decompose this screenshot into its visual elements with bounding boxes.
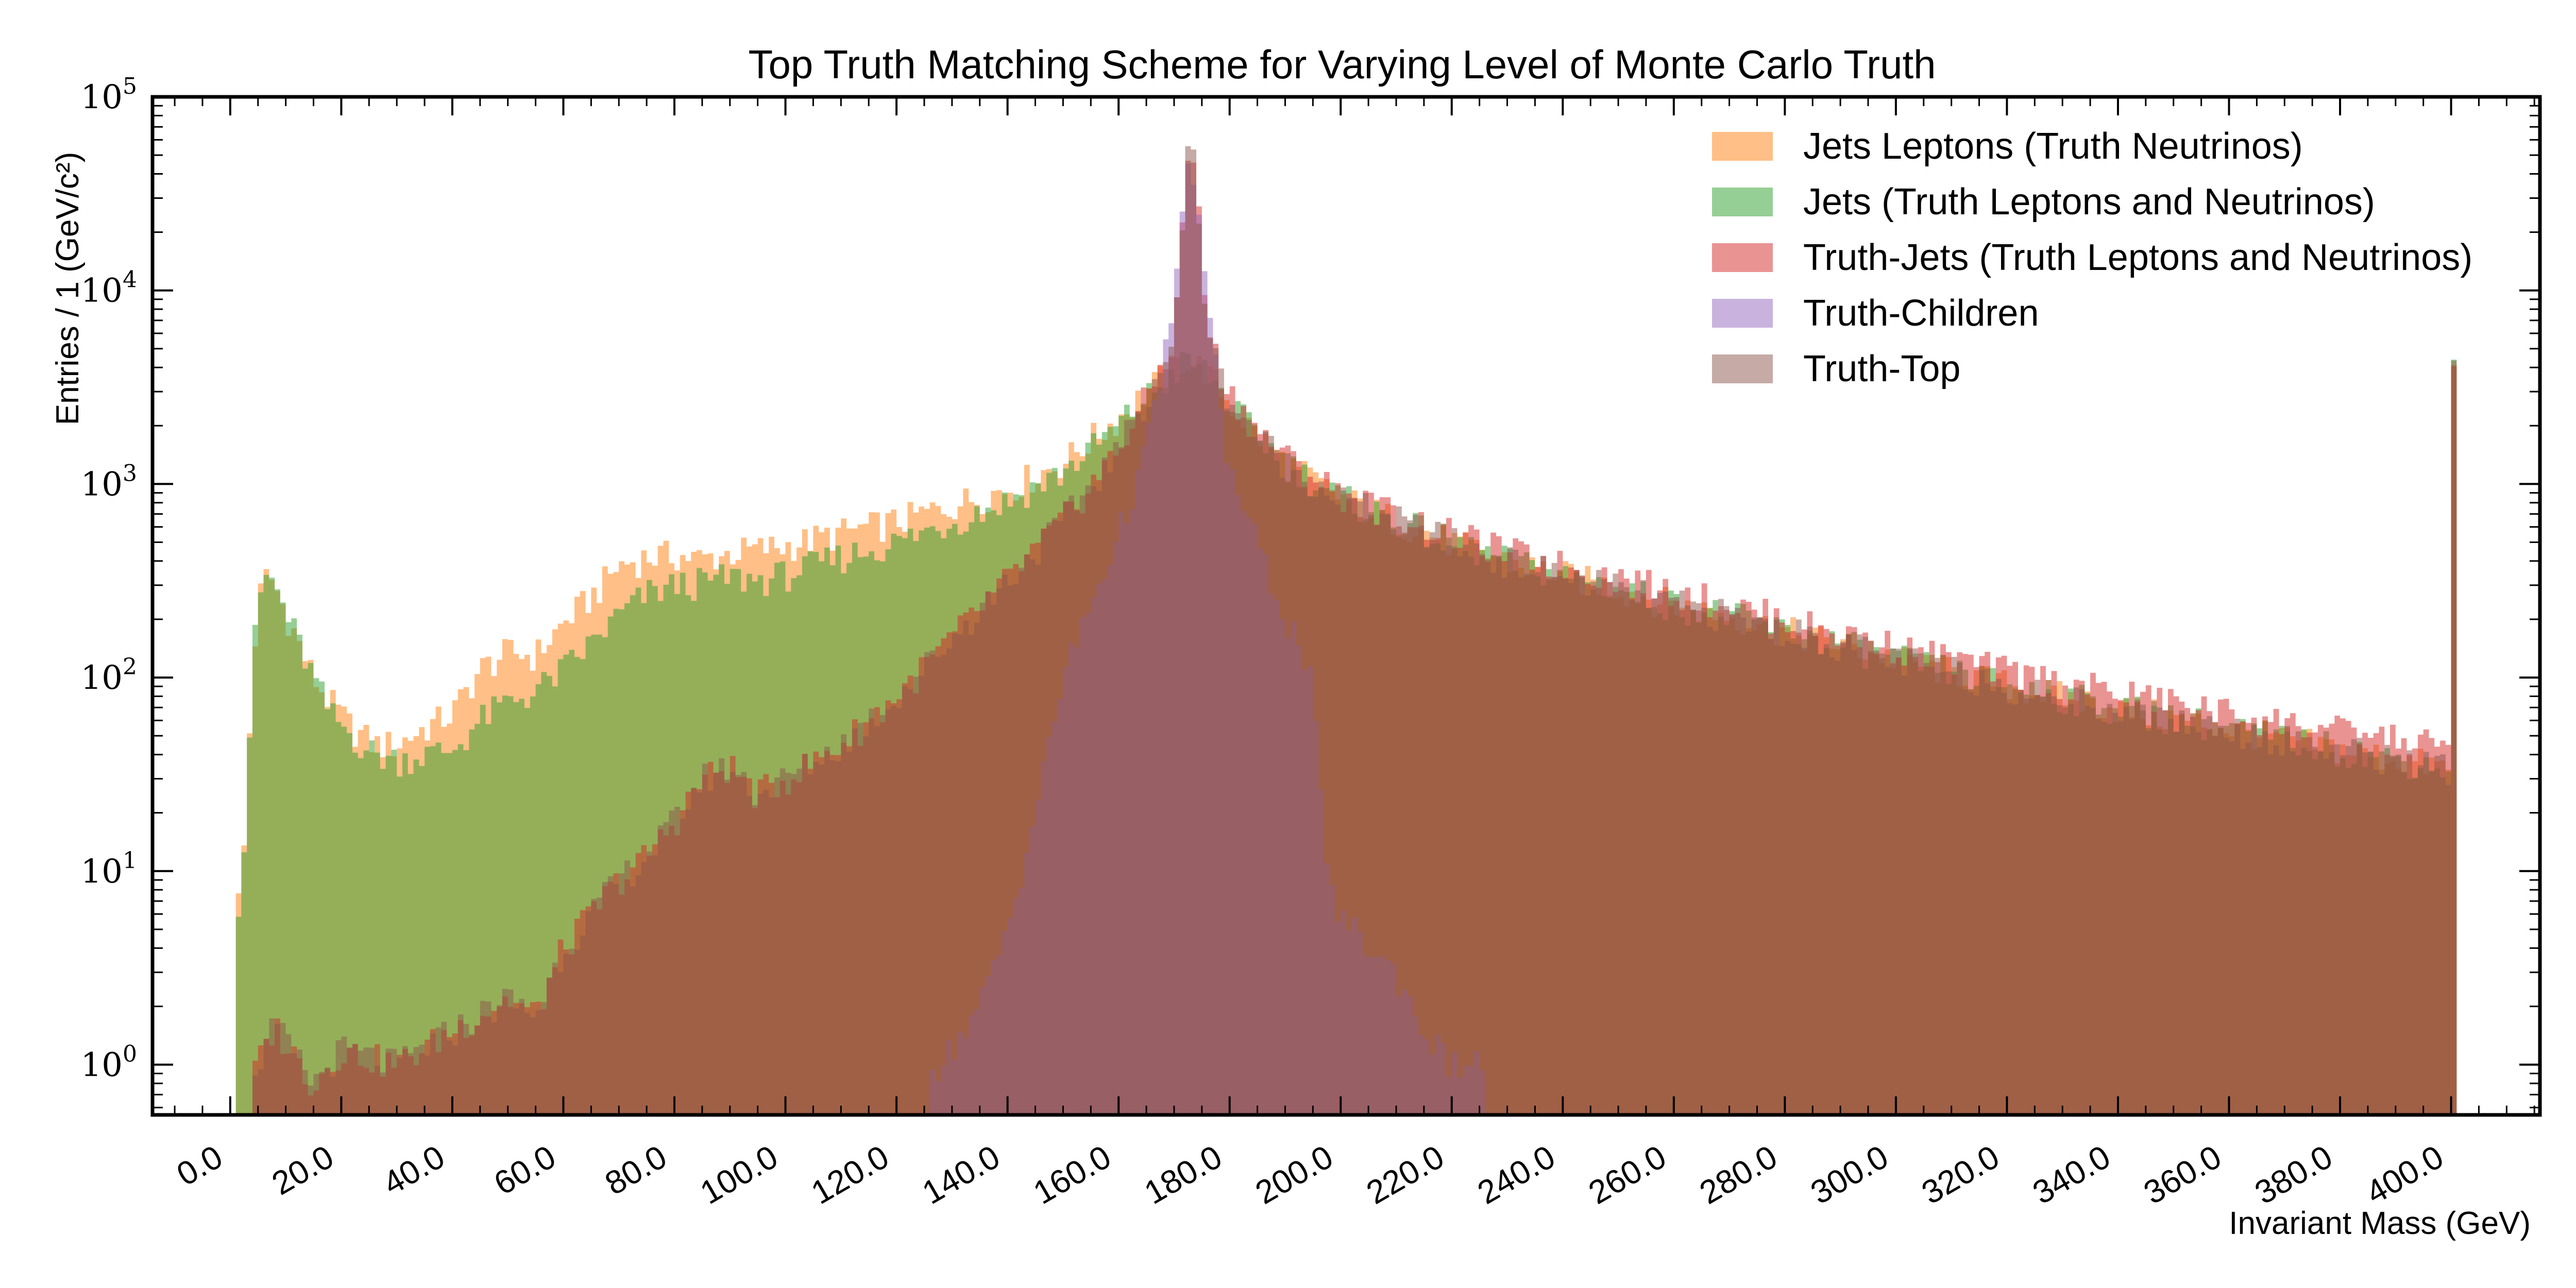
plot-frame — [150, 95, 2542, 1117]
legend-label-truth-top: Truth-Top — [1803, 348, 1960, 389]
y-tick-label: 102 — [81, 654, 137, 697]
y-tick-label: 105 — [81, 73, 137, 116]
legend-swatch-jets-leptons-truth-neutrinos — [1712, 132, 1773, 161]
series-layer — [235, 146, 2457, 1115]
y-axis: 100 101 102 103 104 105 — [81, 73, 2540, 1109]
legend-swatch-jets-truth-leptons-and-neutrinos — [1712, 188, 1773, 216]
plot-area — [235, 146, 2457, 1115]
legend-swatch-truth-jets-truth-leptons-and-neutrinos — [1712, 243, 1773, 272]
legend: Jets Leptons (Truth Neutrinos) Jets (Trut… — [1712, 126, 2472, 389]
legend-label-jets-truth-leptons-and-neutrinos: Jets (Truth Leptons and Neutrinos) — [1803, 181, 2375, 223]
legend-label-truth-children: Truth-Children — [1803, 293, 2039, 334]
y-tick-label: 104 — [81, 267, 137, 310]
legend-swatch-truth-children — [1712, 299, 1773, 328]
chart-title: Top Truth Matching Scheme for Varying Le… — [749, 42, 1936, 87]
y-axis-label: Entries / 1 (GeV/c²) — [50, 152, 86, 426]
legend-label-jets-leptons-truth-neutrinos: Jets Leptons (Truth Neutrinos) — [1803, 126, 2303, 167]
series-truth-top — [252, 146, 2457, 1115]
legend-swatch-truth-top — [1712, 354, 1773, 383]
y-tick-label: 103 — [81, 460, 137, 503]
y-tick-label: 101 — [81, 848, 137, 891]
x-axis-label: Invariant Mass (GeV) — [2229, 1206, 2531, 1241]
y-tick-label: 100 — [81, 1041, 137, 1084]
legend-label-truth-jets-truth-leptons-and-neutrinos: Truth-Jets (Truth Leptons and Neutrinos) — [1803, 237, 2472, 278]
